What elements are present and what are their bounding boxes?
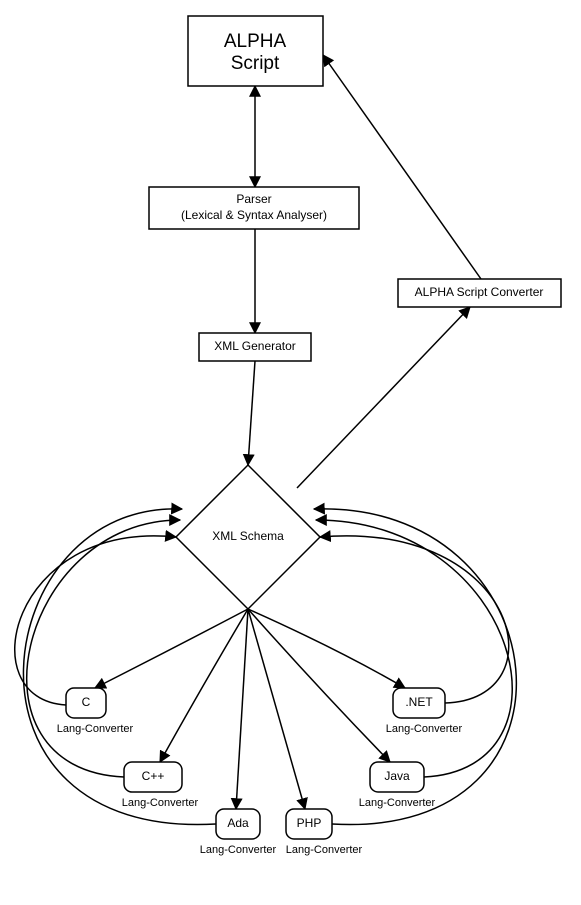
edge-schema-converter xyxy=(297,307,470,488)
parser-line2: (Lexical & Syntax Analyser) xyxy=(181,208,327,222)
node-php: PHP Lang-Converter xyxy=(286,809,363,856)
node-ada: Ada Lang-Converter xyxy=(200,809,277,856)
alpha-line1: ALPHA xyxy=(224,31,287,52)
net-caption: Lang-Converter xyxy=(386,723,463,735)
java-caption: Lang-Converter xyxy=(359,797,436,809)
converter-label: ALPHA Script Converter xyxy=(415,285,544,299)
xmlgen-label: XML Generator xyxy=(214,339,296,353)
cpp-label: C++ xyxy=(142,769,165,783)
java-label: Java xyxy=(384,769,410,783)
node-alpha: ALPHA Script xyxy=(188,16,323,86)
ada-label: Ada xyxy=(227,816,249,830)
node-parser: Parser (Lexical & Syntax Analyser) xyxy=(149,187,359,229)
node-xmlgen: XML Generator xyxy=(199,333,311,361)
node-net: .NET Lang-Converter xyxy=(386,688,463,735)
ada-caption: Lang-Converter xyxy=(200,844,277,856)
php-caption: Lang-Converter xyxy=(286,844,363,856)
parser-line1: Parser xyxy=(236,192,271,206)
node-c: C Lang-Converter xyxy=(57,688,134,735)
c-caption: Lang-Converter xyxy=(57,723,134,735)
alpha-line2: Script xyxy=(231,53,280,74)
edge-java-schema-back xyxy=(316,520,512,777)
node-converter: ALPHA Script Converter xyxy=(398,279,561,307)
edge-net-schema-back xyxy=(320,536,509,703)
edge-xmlgen-schema xyxy=(248,361,255,465)
node-cpp: C++ Lang-Converter xyxy=(122,762,199,809)
edge-converter-alpha xyxy=(323,55,481,279)
c-label: C xyxy=(82,695,91,709)
edge-schema-net-down xyxy=(248,609,405,688)
node-java: Java Lang-Converter xyxy=(359,762,436,809)
net-label: .NET xyxy=(405,695,433,709)
diagram-canvas: ALPHA Script Parser (Lexical & Syntax An… xyxy=(0,0,581,905)
cpp-caption: Lang-Converter xyxy=(122,797,199,809)
edge-cpp-schema-back xyxy=(27,520,180,777)
php-label: PHP xyxy=(297,816,322,830)
edge-schema-php-down xyxy=(248,609,305,809)
edge-schema-ada-down xyxy=(236,609,248,809)
schema-label: XML Schema xyxy=(212,529,284,543)
